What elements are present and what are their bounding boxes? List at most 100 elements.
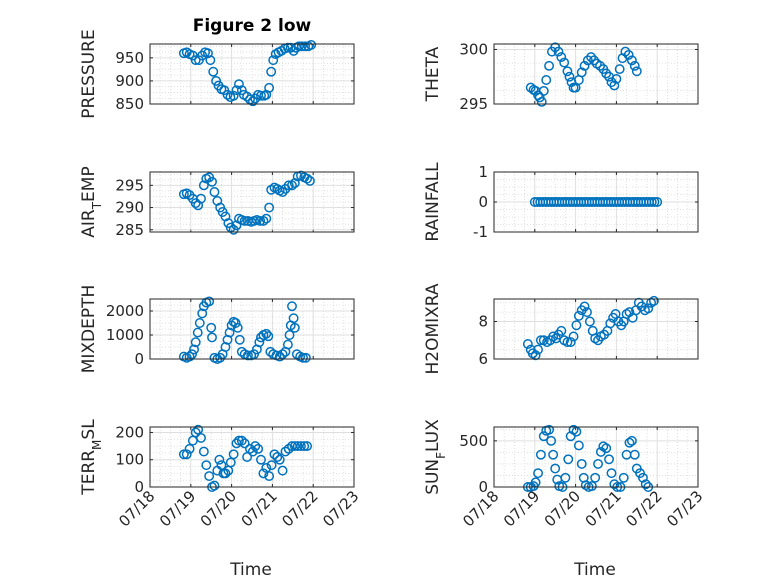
data-point	[220, 468, 231, 479]
data-point	[181, 449, 192, 460]
data-point	[184, 351, 195, 362]
data-point	[586, 52, 597, 63]
x-axis-label-left: Time	[229, 560, 272, 580]
data-point	[250, 441, 261, 452]
data-point	[224, 327, 235, 338]
subplot-theta: 295 300 THETA	[423, 40, 699, 113]
data-point	[222, 334, 233, 345]
axes-frame	[493, 298, 699, 360]
data-point	[559, 57, 570, 68]
data-point	[300, 41, 310, 52]
data-point	[205, 55, 216, 66]
data-point	[268, 55, 279, 66]
data-point	[256, 454, 266, 465]
data-point	[255, 215, 266, 226]
y-tick-label: 1000	[106, 326, 144, 344]
data-point	[533, 468, 544, 479]
data-point	[609, 80, 620, 91]
data-point	[274, 351, 285, 362]
data-point	[589, 55, 599, 66]
y-tick-label: 6	[478, 350, 488, 368]
data-point	[304, 175, 315, 186]
data-point	[184, 443, 195, 454]
data-point	[287, 180, 297, 191]
data-point	[584, 316, 595, 327]
y-tick-label: 2000	[106, 302, 144, 320]
data-point	[296, 441, 306, 452]
data-point	[263, 331, 274, 342]
data-point	[606, 77, 617, 88]
data-point	[609, 479, 620, 490]
y-axis-label: PRESSURE	[79, 29, 99, 118]
data-point	[261, 328, 272, 339]
y-tick-label: -1	[473, 223, 488, 241]
data-point	[541, 75, 552, 85]
data-point	[256, 90, 266, 101]
data-point	[298, 352, 308, 363]
data-point	[196, 193, 206, 204]
data-point	[544, 424, 555, 435]
data-point	[198, 180, 209, 191]
data-point	[548, 449, 559, 460]
x-tick-label: 07/20	[541, 487, 584, 530]
data-point	[204, 296, 215, 307]
y-tick-label: 200	[115, 423, 144, 441]
subplot-rainfall: -1 0 1 RAINFALL	[423, 162, 699, 242]
data-point	[222, 89, 233, 100]
data-point	[277, 465, 288, 476]
y-tick-label: 100	[115, 451, 144, 469]
data-point	[522, 339, 533, 349]
data-point	[306, 39, 317, 50]
data-point	[544, 60, 555, 71]
data-point	[289, 322, 300, 333]
data-point	[590, 472, 601, 483]
y-tick-label: 0	[134, 478, 144, 496]
data-point	[560, 472, 571, 483]
data-point	[652, 197, 663, 207]
data-point	[571, 320, 582, 331]
subplot-air-temp: 285 290 295 AIRTEMP	[79, 166, 355, 239]
axes-frame	[149, 171, 355, 233]
data-point	[207, 176, 217, 187]
y-tick-label: 295	[115, 176, 144, 194]
axes-frame	[493, 43, 699, 105]
axes-frame	[149, 43, 355, 105]
data-point	[553, 46, 564, 57]
data-point	[624, 437, 635, 448]
data-point	[582, 307, 592, 318]
data-point	[190, 337, 201, 348]
data-point	[296, 41, 307, 52]
x-tick-label: 07/19	[500, 487, 543, 530]
data-point	[573, 440, 584, 451]
x-axis-label-right: Time	[573, 560, 616, 580]
data-point	[646, 197, 657, 207]
data-point	[231, 85, 242, 96]
data-point	[233, 79, 244, 90]
data-point	[233, 435, 244, 446]
y-tick-label: 850	[115, 95, 144, 113]
y-tick-label: 0	[478, 478, 488, 496]
data-point	[299, 441, 310, 452]
subplot-h2omixra: 6 8 H2OMIXRA	[423, 283, 699, 375]
y-tick-label: 290	[115, 199, 144, 217]
x-tick-label: 07/21	[238, 487, 281, 530]
data-point	[247, 446, 258, 457]
data-point	[266, 66, 277, 77]
data-point	[198, 446, 209, 457]
data-point	[287, 301, 297, 312]
data-point	[601, 443, 612, 454]
data-point	[565, 337, 576, 348]
data-point	[258, 468, 269, 479]
subplot-mixdepth: 0 1000 2000 MIXDEPTH	[79, 285, 355, 373]
data-point	[640, 479, 651, 490]
data-point	[535, 335, 546, 346]
y-axis-label: AIRTEMP	[79, 166, 104, 237]
x-tick-label: 07/20	[197, 487, 240, 530]
y-tick-label: 8	[478, 313, 488, 331]
data-point	[266, 460, 277, 471]
data-point	[586, 481, 597, 492]
data-point	[593, 458, 603, 469]
data-point	[293, 41, 304, 52]
data-point	[623, 49, 634, 60]
